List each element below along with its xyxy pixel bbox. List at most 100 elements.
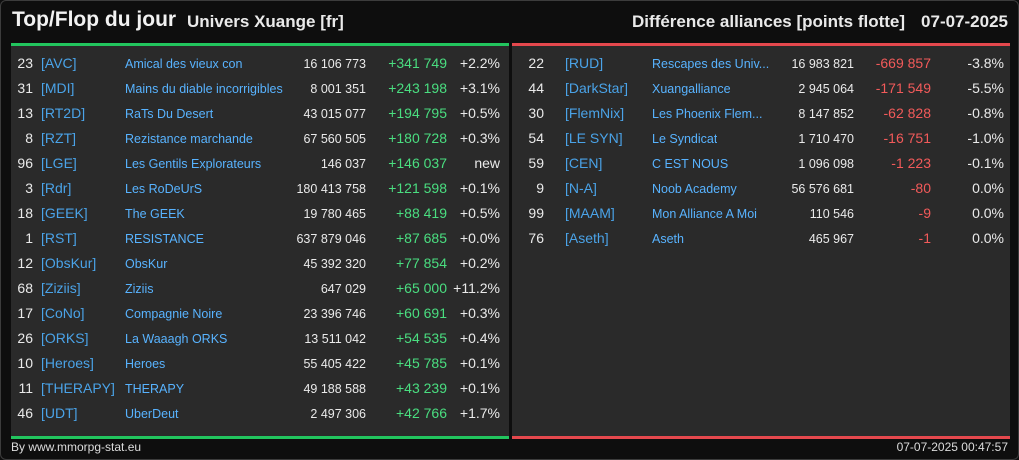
alliance-name-link[interactable]: Amical des vieux con: [125, 57, 243, 71]
flop-row: 30 [FlemNix] Les Phoenix Flem... 8 147 852 -…: [512, 101, 1010, 126]
alliance-name-link[interactable]: Noob Academy: [652, 182, 737, 196]
alliance-name-link[interactable]: Xuangalliance: [652, 82, 731, 96]
alliance-tag-link[interactable]: [RZT]: [41, 130, 76, 146]
alliance-name-link[interactable]: Aseth: [652, 232, 684, 246]
alliance-tag-link[interactable]: [LGE]: [41, 155, 77, 171]
alliance-tag-link[interactable]: [FlemNix]: [565, 105, 625, 121]
points-value: 49 188 588: [303, 382, 366, 396]
difference-value: +65 000: [396, 280, 447, 296]
percent-change: +11.2%: [453, 280, 500, 296]
rank: 8: [25, 130, 33, 146]
points-value: 8 147 852: [798, 107, 854, 121]
difference-value: +45 785: [396, 355, 447, 371]
top-row: 23 [AVC] Amical des vieux con 16 106 773 +34…: [11, 51, 509, 76]
alliance-tag-link[interactable]: [ObsKur]: [41, 255, 97, 271]
alliance-name-link[interactable]: C EST NOUS: [652, 157, 729, 171]
difference-value: +243 198: [388, 80, 447, 96]
panel-divider: [510, 43, 512, 439]
alliance-tag-link[interactable]: [CoNo]: [41, 305, 85, 321]
alliance-name-link[interactable]: Rescapes des Univ...: [652, 57, 770, 71]
points-value: 110 546: [809, 207, 854, 221]
alliance-name-link[interactable]: The GEEK: [125, 207, 185, 221]
rank: 18: [17, 205, 33, 221]
alliance-name-link[interactable]: Les Phoenix Flem...: [652, 107, 763, 121]
difference-value: +43 239: [396, 380, 447, 396]
rank: 46: [17, 405, 33, 421]
alliance-name-link[interactable]: Ziziis: [125, 282, 154, 296]
percent-change: 0.0%: [972, 230, 1004, 246]
difference-value: -669 857: [875, 55, 931, 71]
alliance-tag-link[interactable]: [RUD]: [565, 55, 604, 71]
top-row: 17 [CoNo] Compagnie Noire 23 396 746 +60 691…: [11, 301, 509, 326]
percent-change: 0.0%: [972, 180, 1004, 196]
alliance-name-link[interactable]: Mains du diable incorrigibles: [125, 82, 283, 96]
percent-change: +0.1%: [459, 355, 500, 371]
alliance-name-link[interactable]: RESISTANCE: [125, 232, 204, 246]
rank: 31: [17, 80, 33, 96]
top-row: 8 [RZT] Rezistance marchande 67 560 505 +180…: [11, 126, 509, 151]
percent-change: -5.5%: [967, 80, 1004, 96]
difference-value: +146 037: [388, 155, 447, 171]
alliance-tag-link[interactable]: [Rdr]: [41, 180, 72, 196]
alliance-tag-link[interactable]: [Aseth]: [565, 230, 609, 246]
alliance-name-link[interactable]: THERAPY: [125, 382, 185, 396]
alliance-tag-link[interactable]: [THERAPY]: [41, 380, 115, 396]
rank: 12: [17, 255, 33, 271]
alliance-name-link[interactable]: RaTs Du Desert: [125, 107, 214, 121]
difference-value: +54 535: [396, 330, 447, 346]
percent-change: -1.0%: [967, 130, 1004, 146]
alliance-tag-link[interactable]: [RST]: [41, 230, 77, 246]
alliance-tag-link[interactable]: [DarkStar]: [565, 80, 629, 96]
difference-value: +88 419: [396, 205, 447, 221]
rank: 68: [17, 280, 33, 296]
rank: 3: [25, 180, 33, 196]
alliance-tag-link[interactable]: [Heroes]: [41, 355, 94, 371]
top-row: 68 [Ziziis] Ziziis 647 029 +65 000 +11.2%: [11, 276, 509, 301]
points-value: 647 029: [320, 282, 366, 296]
alliance-name-link[interactable]: La Waaagh ORKS: [125, 332, 228, 346]
alliance-name-link[interactable]: Les Gentils Explorateurs: [125, 157, 262, 171]
alliance-tag-link[interactable]: [ORKS]: [41, 330, 89, 346]
flop-row: 76 [Aseth] Aseth 465 967 -1 0.0%: [512, 226, 1010, 251]
points-value: 23 396 746: [303, 307, 366, 321]
alliance-name-link[interactable]: Mon Alliance A Moi: [652, 207, 757, 221]
alliance-name-link[interactable]: Rezistance marchande: [125, 132, 253, 146]
alliance-tag-link[interactable]: [MAAM]: [565, 205, 615, 221]
alliance-name-link[interactable]: ObsKur: [125, 257, 168, 271]
difference-value: -1: [918, 230, 931, 246]
rank: 76: [528, 230, 544, 246]
alliance-tag-link[interactable]: [GEEK]: [41, 205, 88, 221]
top-row: 18 [GEEK] The GEEK 19 780 465 +88 419 +0.5%: [11, 201, 509, 226]
points-value: 1 710 470: [798, 132, 854, 146]
difference-value: +77 854: [396, 255, 447, 271]
alliance-tag-link[interactable]: [MDI]: [41, 80, 75, 96]
difference-value: -62 828: [883, 105, 931, 121]
points-value: 146 037: [320, 157, 366, 171]
alliance-name-link[interactable]: UberDeut: [125, 407, 179, 421]
points-value: 8 001 351: [310, 82, 366, 96]
difference-value: -80: [910, 180, 931, 196]
flop-row: 99 [MAAM] Mon Alliance A Moi 110 546 -9 0.0%: [512, 201, 1010, 226]
alliance-name-link[interactable]: Les RoDeUrS: [125, 182, 203, 196]
alliance-name-link[interactable]: Compagnie Noire: [125, 307, 223, 321]
alliance-tag-link[interactable]: [RT2D]: [41, 105, 86, 121]
alliance-tag-link[interactable]: [N-A]: [565, 180, 597, 196]
alliance-tag-link[interactable]: [Ziziis]: [41, 280, 81, 296]
header-right: Différence alliances [points flotte] 07-0…: [632, 12, 1008, 32]
top-row: 10 [Heroes] Heroes 55 405 422 +45 785 +0.1%: [11, 351, 509, 376]
top-gainers-panel: 23 [AVC] Amical des vieux con 16 106 773 +34…: [11, 43, 509, 439]
alliance-name-link[interactable]: Heroes: [125, 357, 166, 371]
top-row: 3 [Rdr] Les RoDeUrS 180 413 758 +121 598 +0.1…: [11, 176, 509, 201]
difference-value: -9: [918, 205, 931, 221]
footer-credit: By www.mmorpg-stat.eu: [11, 440, 142, 454]
top-losers-panel: 22 [RUD] Rescapes des Univ... 16 983 821 -66…: [512, 43, 1010, 439]
alliance-tag-link[interactable]: [LE SYN]: [565, 130, 623, 146]
alliance-tag-link[interactable]: [CEN]: [565, 155, 603, 171]
top-row: 12 [ObsKur] ObsKur 45 392 320 +77 854 +0.2%: [11, 251, 509, 276]
percent-change: +0.0%: [459, 230, 500, 246]
rank: 13: [17, 105, 33, 121]
alliance-tag-link[interactable]: [UDT]: [41, 405, 78, 421]
alliance-tag-link[interactable]: [AVC]: [41, 55, 77, 71]
alliance-name-link[interactable]: Le Syndicat: [652, 132, 718, 146]
